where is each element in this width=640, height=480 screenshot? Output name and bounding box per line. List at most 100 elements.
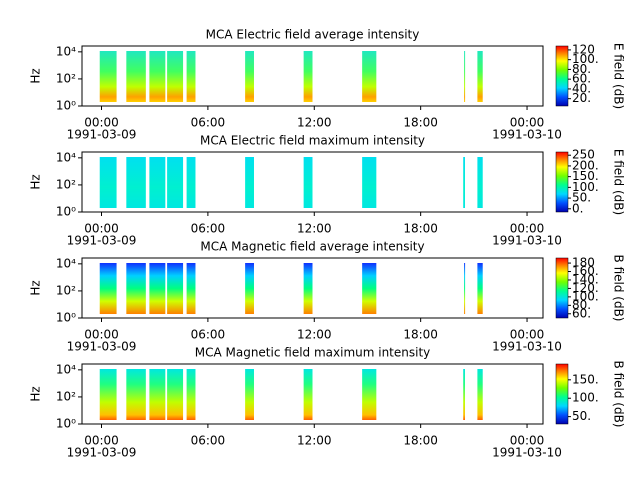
data-segment (477, 369, 483, 420)
y-tick-label: 10² (56, 71, 76, 85)
colorbar-tick-label: 60. (572, 72, 591, 86)
data-segment (245, 157, 254, 208)
y-tick-label: 10⁴ (56, 44, 76, 58)
data-segment (149, 51, 166, 102)
colorbar-tick-label: 250 (572, 148, 595, 162)
colorbar-tick-label: 0. (572, 201, 583, 215)
plot-frame (81, 363, 544, 425)
data-segment (303, 157, 313, 208)
colorbar (555, 45, 569, 107)
x-date-label: 1991-03-10 (492, 234, 562, 248)
data-segment (126, 51, 146, 102)
data-segment (477, 263, 483, 314)
colorbar-label: E field (dB) (612, 149, 626, 215)
y-tick-label: 10² (56, 177, 76, 191)
x-tick-label: 00:00 (510, 222, 545, 236)
x-tick-label: 12:00 (297, 116, 332, 130)
data-segment (167, 263, 184, 314)
colorbar-tick-label: 150. (572, 372, 599, 386)
colorbar-tick-label: 140. (572, 272, 599, 286)
colorbar-label: E field (dB) (612, 43, 626, 109)
colorbar-tick-label: 60. (572, 306, 591, 320)
x-tick-label: 18:00 (403, 116, 438, 130)
data-segment (245, 51, 254, 102)
x-tick-label: 18:00 (403, 222, 438, 236)
data-segment (362, 157, 377, 208)
colorbar-tick-label: 200. (572, 158, 599, 172)
colorbar (555, 257, 569, 319)
panel-title: MCA Magnetic field maximum intensity (195, 346, 431, 360)
data-segment (126, 263, 146, 314)
data-segment (186, 263, 196, 314)
data-segment (303, 369, 313, 420)
data-segment (463, 369, 465, 420)
data-segment (167, 157, 184, 208)
panel-title: MCA Electric field maximum intensity (200, 134, 425, 148)
x-tick-label: 06:00 (191, 222, 226, 236)
panel-title: MCA Electric field average intensity (206, 28, 420, 42)
data-segment (99, 263, 117, 314)
y-tick-label: 10⁰ (56, 99, 76, 113)
x-date-label: 1991-03-09 (67, 128, 137, 142)
data-segment (149, 263, 166, 314)
x-date-label: 1991-03-09 (67, 340, 137, 354)
colorbar-tick-label: 100. (572, 52, 599, 66)
data-segment (186, 157, 196, 208)
x-tick-label: 12:00 (297, 328, 332, 342)
x-tick-label: 00:00 (84, 328, 119, 342)
data-segment (362, 51, 377, 102)
data-segment (99, 157, 117, 208)
y-tick-label: 10⁴ (56, 150, 76, 164)
colorbar-label: B field (dB) (612, 255, 626, 322)
data-segment (303, 51, 313, 102)
colorbar-tick-label: 50. (572, 409, 591, 423)
y-axis-label: Hz (29, 386, 43, 401)
data-segment (186, 51, 196, 102)
colorbar-tick-label: 40. (572, 81, 591, 95)
colorbar-tick-label: 120. (572, 281, 599, 295)
plot-frame (81, 151, 544, 213)
data-segment (149, 157, 166, 208)
colorbar-label: B field (dB) (612, 361, 626, 428)
y-axis-label: Hz (29, 68, 43, 83)
data-segment (464, 263, 466, 314)
data-segment (99, 51, 117, 102)
colorbar-tick-label: 100. (572, 180, 599, 194)
data-segment (186, 369, 196, 420)
x-tick-label: 12:00 (297, 434, 332, 448)
x-tick-label: 00:00 (84, 222, 119, 236)
data-segment (245, 369, 254, 420)
data-segment (126, 369, 146, 420)
x-date-label: 1991-03-10 (492, 340, 562, 354)
y-tick-label: 10² (56, 283, 76, 297)
x-date-label: 1991-03-09 (67, 446, 137, 460)
y-tick-label: 10⁰ (56, 417, 76, 431)
x-tick-label: 00:00 (510, 116, 545, 130)
data-segment (477, 51, 483, 102)
data-segment (245, 263, 254, 314)
plot-frame (81, 45, 544, 107)
data-segment (149, 369, 166, 420)
colorbar-tick-label: 180 (572, 256, 595, 270)
colorbar-tick-label: 160. (572, 264, 599, 278)
y-tick-label: 10² (56, 389, 76, 403)
colorbar-tick-label: 50. (572, 191, 591, 205)
data-segment (167, 369, 184, 420)
data-segment (463, 157, 465, 208)
y-tick-label: 10⁴ (56, 256, 76, 270)
colorbar-tick-label: 100. (572, 289, 599, 303)
data-segment (362, 263, 377, 314)
colorbar-tick-label: 20. (572, 91, 591, 105)
data-segment (167, 51, 184, 102)
x-tick-label: 12:00 (297, 222, 332, 236)
y-axis-label: Hz (29, 174, 43, 189)
y-tick-label: 10⁰ (56, 311, 76, 325)
x-tick-label: 06:00 (191, 434, 226, 448)
x-date-label: 1991-03-10 (492, 128, 562, 142)
data-segment (126, 157, 146, 208)
x-tick-label: 00:00 (84, 116, 119, 130)
data-segment (99, 369, 117, 420)
colorbar-tick-label: 80. (572, 62, 591, 76)
data-segment (464, 51, 466, 102)
